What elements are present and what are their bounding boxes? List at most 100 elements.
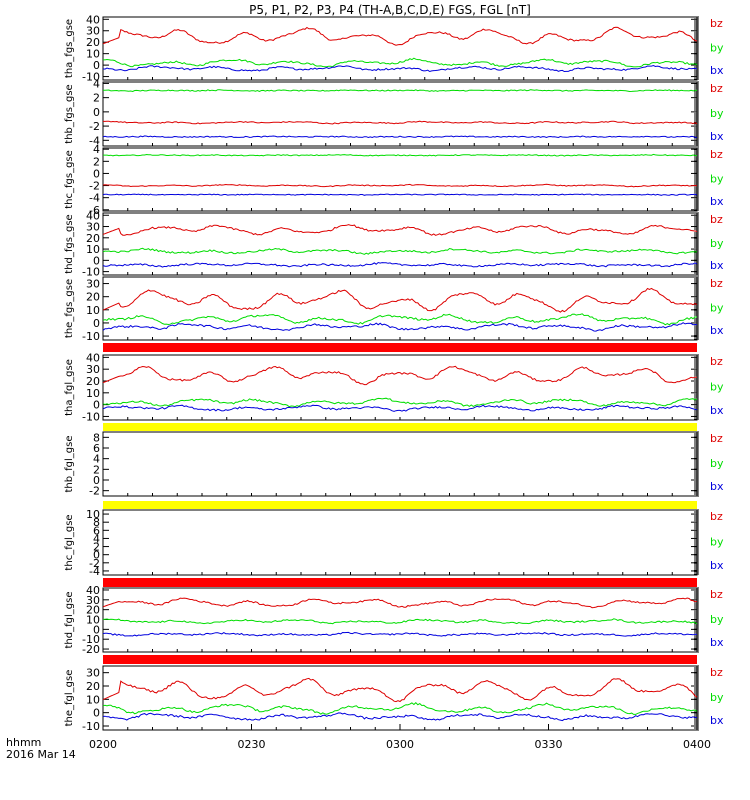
legend-bx: bx xyxy=(710,195,724,208)
y-axis-label: thd_fgl_gse xyxy=(64,592,75,649)
trace-by xyxy=(102,618,698,625)
legend-by: by xyxy=(710,302,724,315)
y-tick-label: 4 xyxy=(93,77,100,90)
legend-by: by xyxy=(710,457,724,470)
legend-bx: bx xyxy=(710,324,724,337)
y-tick-label: -2 xyxy=(89,180,100,193)
x-tick-label: 0400 xyxy=(683,738,711,751)
y-axis-label: thb_fgs_gse xyxy=(64,84,75,143)
y-tick-label: 20 xyxy=(86,680,100,693)
trace-by xyxy=(103,153,698,157)
y-tick-label: 8 xyxy=(93,516,100,529)
y-tick-label: -2 xyxy=(89,120,100,133)
trace-bz xyxy=(102,224,698,236)
legend-bx: bx xyxy=(710,64,724,77)
y-tick-label: 40 xyxy=(86,351,100,364)
panel-thb_fgs_gse: 4 20-2-4 thb_fgs_gse bz by bx xyxy=(64,77,724,147)
x-tick-label: 0230 xyxy=(238,738,266,751)
y-tick-label: 10 xyxy=(86,614,100,627)
y-tick-label: 20 xyxy=(86,291,100,304)
y-tick-label: 10 xyxy=(86,387,100,400)
legend-by: by xyxy=(710,536,724,549)
y-axis-label: thc_fgs_gse xyxy=(64,150,75,209)
y-tick-label: 0 xyxy=(93,474,100,487)
y-tick-label: -10 xyxy=(82,266,100,279)
y-tick-label: 2 xyxy=(93,463,100,476)
y-tick-label: -10 xyxy=(82,633,100,646)
panel-frame xyxy=(102,665,698,731)
y-tick-label: 40 xyxy=(86,13,100,26)
legend-bx: bx xyxy=(710,404,724,417)
legend-bx: bx xyxy=(710,259,724,272)
legend-bz: bz xyxy=(710,588,723,601)
legend-bx: bx xyxy=(710,559,724,572)
legend-bz: bz xyxy=(710,666,723,679)
legend-by: by xyxy=(710,173,724,186)
legend-bz: bz xyxy=(710,17,723,30)
y-tick-label: 20 xyxy=(86,36,100,49)
panel-thc_fgs_gse: 420-2-4-6 thc_fgs_gse bz by bx xyxy=(64,143,724,217)
legend-bx: bx xyxy=(710,130,724,143)
trace-bx xyxy=(102,631,698,637)
trace-bx xyxy=(102,404,698,412)
y-tick-label: 0 xyxy=(93,167,100,180)
trace-by xyxy=(102,57,698,68)
trace-bz xyxy=(102,287,698,313)
legend-bz: bz xyxy=(710,82,723,95)
y-axis-label: the_fgl_gse xyxy=(64,670,75,727)
y-tick-label: 30 xyxy=(86,25,100,38)
y-tick-label: 0 xyxy=(93,106,100,119)
panel-frame xyxy=(102,147,698,212)
trace-bz xyxy=(102,26,698,46)
y-axis-label: the_fgs_gse xyxy=(64,279,75,338)
y-tick-label: -4 xyxy=(89,134,100,147)
y-tick-label: 2 xyxy=(93,92,100,105)
y-tick-label: 8 xyxy=(93,431,100,444)
quality-flag-bar xyxy=(103,655,697,664)
y-tick-label: -10 xyxy=(82,71,100,84)
legend-bx: bx xyxy=(710,714,724,727)
y-tick-label: 30 xyxy=(86,667,100,680)
trace-bx xyxy=(102,261,698,268)
x-tick-label: 0330 xyxy=(535,738,563,751)
panel-frame xyxy=(102,509,698,576)
quality-flag-bar xyxy=(103,423,697,431)
y-tick-label: -2 xyxy=(89,557,100,570)
y-tick-label: -2 xyxy=(89,485,100,498)
y-axis-label: tha_fgl_gse xyxy=(64,359,75,416)
y-tick-label: 4 xyxy=(93,453,100,466)
y-tick-label: 0 xyxy=(93,59,100,72)
legend-bz: bz xyxy=(710,213,723,226)
y-tick-label: 6 xyxy=(93,524,100,537)
trace-by xyxy=(102,702,698,715)
y-tick-label: 2 xyxy=(93,155,100,168)
y-tick-label: 30 xyxy=(86,363,100,376)
y-tick-label: -10 xyxy=(82,410,100,423)
y-axis-label: thc_fgl_gse xyxy=(64,514,75,570)
x-tick-label: 0200 xyxy=(89,738,117,751)
y-tick-label: 0 xyxy=(93,549,100,562)
quality-flag-bar xyxy=(103,501,697,509)
y-tick-label: 0 xyxy=(93,623,100,636)
legend-bx: bx xyxy=(710,480,724,493)
trace-bx xyxy=(102,322,698,332)
chart-title: P5, P1, P2, P3, P4 (TH-A,B,C,D,E) FGS, F… xyxy=(249,3,531,17)
legend-by: by xyxy=(710,107,724,120)
trace-bz xyxy=(102,597,698,609)
y-tick-label: 0 xyxy=(93,707,100,720)
y-tick-label: 0 xyxy=(93,254,100,267)
legend-bz: bz xyxy=(710,277,723,290)
legend-bz: bz xyxy=(710,355,723,368)
y-tick-label: 30 xyxy=(86,594,100,607)
y-tick-label: 20 xyxy=(86,232,100,245)
trace-bz xyxy=(102,677,698,703)
trace-bx xyxy=(102,193,698,196)
y-tick-label: 6 xyxy=(93,442,100,455)
